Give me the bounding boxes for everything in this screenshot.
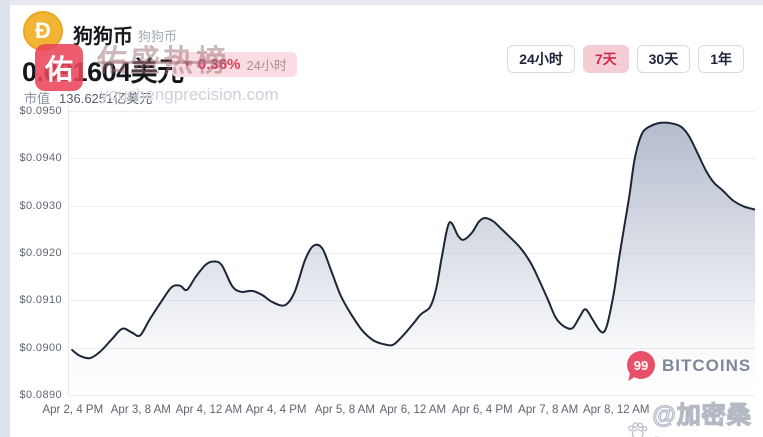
watermark-domain-text: youshengprecision.com: [100, 85, 279, 104]
x-axis-tick: Apr 3, 8 AM: [110, 404, 171, 416]
y-axis-line: [68, 105, 69, 395]
y-axis-tick: $0.0950: [19, 105, 62, 117]
range-button-1年[interactable]: 1年: [698, 45, 744, 73]
market-cap-value: 136.6251亿美元: [59, 91, 153, 106]
y-axis-tick: $0.0910: [19, 294, 62, 307]
coin-name: 狗狗币: [73, 26, 133, 48]
x-axis-tick: Apr 7, 8 AM: [518, 404, 579, 416]
market-cap-label: 市值: [24, 91, 51, 106]
time-range-button-group: 24小时 7天 30天 1年: [507, 45, 744, 73]
x-axis-tick: Apr 4, 12 AM: [175, 404, 243, 416]
paw-icon: [628, 422, 648, 437]
left-border-strip: [0, 0, 10, 437]
x-axis-tick: Apr 6, 12 AM: [379, 404, 447, 416]
coin-name-secondary: 狗狗币: [138, 29, 178, 44]
chart-canvas[interactable]: [68, 105, 755, 396]
x-axis-tick: Apr 5, 8 AM: [314, 404, 375, 416]
99bitcoins-wordmark: BITCOINS: [662, 356, 752, 375]
y-axis-tick: $0.0900: [19, 341, 62, 354]
gridline: [68, 158, 755, 160]
price-area-fill: [72, 122, 755, 395]
range-button-24小时[interactable]: 24小时: [507, 45, 575, 73]
watermark-brand-text: 佑盛热榜: [97, 45, 229, 78]
x-axis-tick: Apr 6, 4 PM: [451, 404, 513, 416]
y-axis-tick: $0.0930: [19, 199, 62, 212]
range-button-7天[interactable]: 7天: [582, 45, 629, 73]
x-axis-tick: Apr 4, 4 PM: [245, 404, 307, 416]
corner-watermark-text: @加密桑娜: [652, 401, 752, 437]
change-percent: 0.36%: [197, 56, 241, 73]
price-change-badge: ▼ 0.36% 24小时: [172, 52, 297, 77]
down-arrow-icon: ▼: [182, 58, 192, 70]
gridline: [68, 395, 755, 396]
gridline: [68, 253, 755, 254]
gridline: [68, 300, 755, 302]
range-button-30天[interactable]: 30天: [636, 45, 691, 73]
gridline: [68, 111, 755, 112]
top-border-strip: [0, 0, 763, 5]
corner-watermark: @加密桑娜: [627, 395, 763, 437]
change-period: 24小时: [246, 58, 287, 73]
market-cap-row: 市值 136.6251亿美元: [24, 88, 152, 107]
x-axis-tick: Apr 8, 12 AM: [582, 404, 650, 416]
gridline: [68, 205, 755, 207]
x-axis-tick: Apr 2, 4 PM: [42, 404, 104, 416]
watermark-badge: 佑: [35, 44, 83, 91]
y-axis-tick: $0.0920: [19, 247, 62, 259]
y-axis-tick: $0.0940: [19, 152, 62, 165]
y-axis-tick: $0.0890: [19, 389, 62, 401]
99bitcoins-bubble-icon: 99: [627, 351, 655, 379]
price-line: [71, 121, 755, 360]
